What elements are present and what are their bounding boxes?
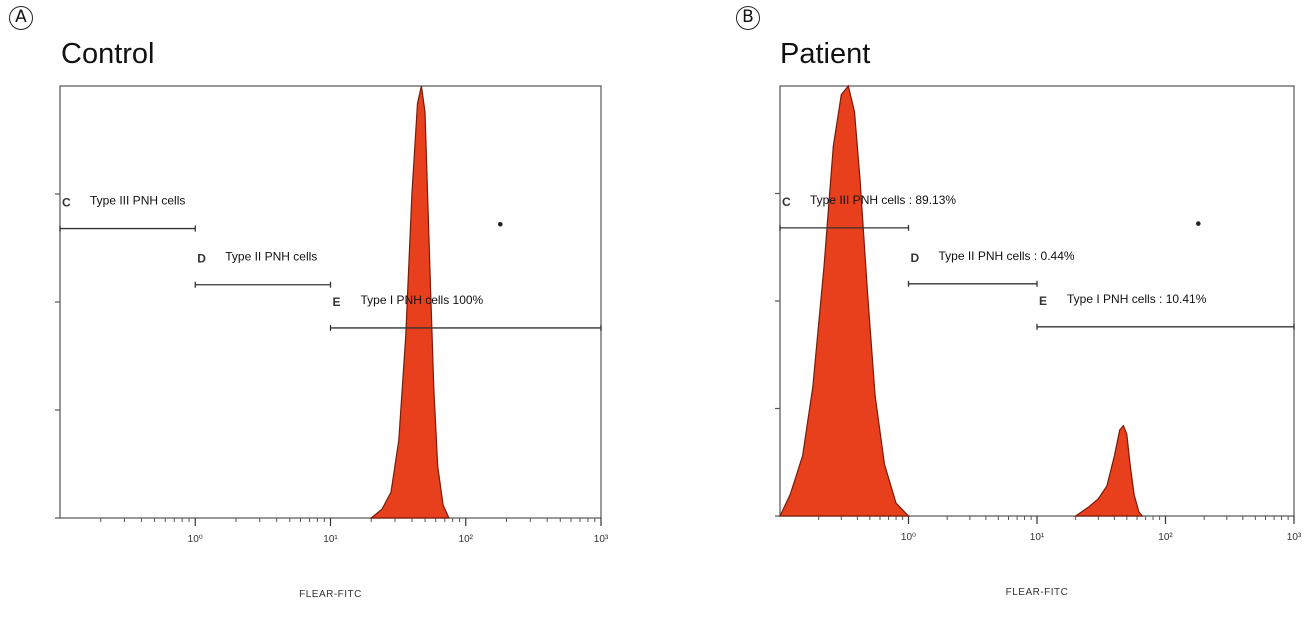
- gate-letter: C: [782, 195, 791, 209]
- gate-letter: D: [197, 252, 206, 266]
- gate-label: Type II PNH cells: [225, 250, 317, 264]
- x-tick-label: 10³: [1287, 532, 1302, 543]
- panel-title: Patient: [780, 38, 871, 70]
- gate-label: Type I PNH cells : 10.41%: [1067, 292, 1207, 306]
- x-tick-label: 10⁰: [901, 532, 916, 543]
- plot-frame: [59, 85, 602, 519]
- gate-label: Type II PNH cells : 0.44%: [939, 249, 1075, 263]
- x-tick-label: 10⁰: [188, 534, 203, 545]
- event-dot: [1196, 221, 1201, 226]
- panel-letter: A: [9, 6, 33, 30]
- gate-letter: C: [62, 196, 71, 210]
- histogram-series: [369, 85, 450, 519]
- x-tick-label: 10¹: [1030, 532, 1045, 543]
- x-axis-label: FLEAR-FITC: [299, 589, 362, 600]
- x-tick-label: 10²: [459, 534, 474, 545]
- x-axis-label: FLEAR-FITC: [1006, 587, 1069, 598]
- gate-letter: E: [1039, 294, 1047, 308]
- gate-letter: D: [911, 251, 920, 265]
- x-tick-label: 10²: [1158, 532, 1173, 543]
- histogram-series: [779, 84, 910, 517]
- panel-title: Control: [61, 38, 155, 70]
- histogram-patient: 10⁰ 10¹ 10² 10³ FLEAR-FITC C Type III PNH cell…: [775, 84, 1302, 598]
- gate-label: Type III PNH cells: [90, 194, 185, 208]
- panel-control: A Control 10⁰ 10¹ 10² 10³ FLEAR-FITC C Type II…: [0, 0, 640, 617]
- histogram-series: [1073, 424, 1144, 517]
- event-dot: [497, 221, 503, 227]
- gate-label: Type I PNH cells 100%: [361, 293, 484, 307]
- panel-letter: B: [736, 6, 760, 30]
- gate-letter: E: [333, 295, 341, 309]
- x-tick-label: 10³: [594, 534, 609, 545]
- panel-patient: B Patient 10⁰ 10¹ 10² 10³ FLEAR-FITC C Type II…: [720, 0, 1309, 617]
- histogram-control: 10⁰ 10¹ 10² 10³ FLEAR-FITC C Type III PNH cell…: [55, 85, 609, 600]
- x-tick-label: 10¹: [323, 534, 338, 545]
- gate-label: Type III PNH cells : 89.13%: [810, 193, 956, 207]
